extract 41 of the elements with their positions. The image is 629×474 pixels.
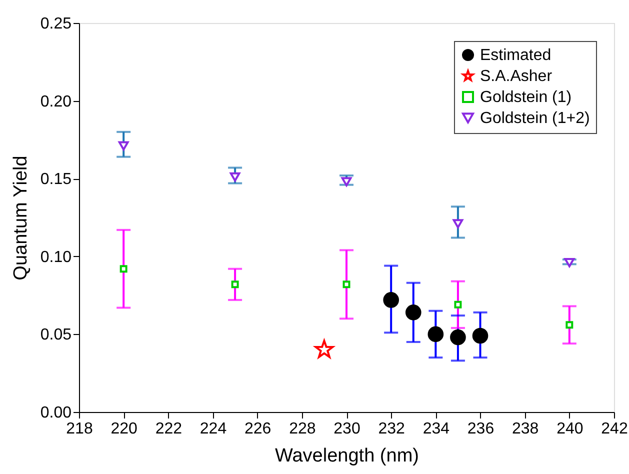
y-tick-label: 0.00 [40, 404, 72, 422]
point [566, 321, 574, 329]
x-tick-label: 242 [601, 420, 628, 438]
point [564, 258, 575, 268]
x-tick-label: 240 [556, 420, 584, 438]
x-tick-label: 236 [467, 420, 494, 438]
point [230, 172, 240, 182]
point [405, 304, 422, 320]
point [452, 219, 464, 228]
point [341, 177, 352, 186]
point [454, 300, 462, 308]
legend-label: Goldstein (1) [480, 89, 572, 106]
x-tick-label: 218 [66, 420, 93, 438]
y-tick-label: 0.10 [40, 248, 72, 266]
point [231, 280, 239, 288]
point [450, 329, 466, 346]
x-tick-label: 228 [289, 420, 316, 438]
x-tick-label: 238 [512, 420, 539, 438]
x-tick-label: 224 [200, 420, 227, 438]
x-tick-label: 226 [244, 420, 272, 438]
x-tick-label: 222 [155, 420, 182, 438]
point [383, 292, 399, 308]
x-tick-label: 230 [334, 420, 360, 438]
legend-label: S.A.Asher [480, 68, 553, 85]
y-tick-label: 0.25 [40, 16, 72, 32]
y-tick-label: 0.05 [40, 326, 72, 344]
x-tick-label: 220 [110, 420, 138, 438]
point [118, 141, 129, 151]
point [472, 328, 488, 344]
y-tick-label: 0.15 [40, 171, 72, 188]
y-tick-label: 0.20 [40, 93, 72, 110]
point [342, 280, 350, 288]
legend-label: Estimated [480, 47, 552, 64]
point [428, 326, 444, 342]
x-axis-title: Wavelength (nm) [275, 446, 419, 466]
x-tick-label: 232 [378, 420, 406, 438]
x-tick-label: 234 [422, 420, 450, 438]
y-axis-title: Quantum Yield [10, 156, 32, 280]
point [120, 265, 128, 273]
point [314, 340, 334, 358]
legend-label: Goldstein (1+2) [480, 110, 590, 127]
